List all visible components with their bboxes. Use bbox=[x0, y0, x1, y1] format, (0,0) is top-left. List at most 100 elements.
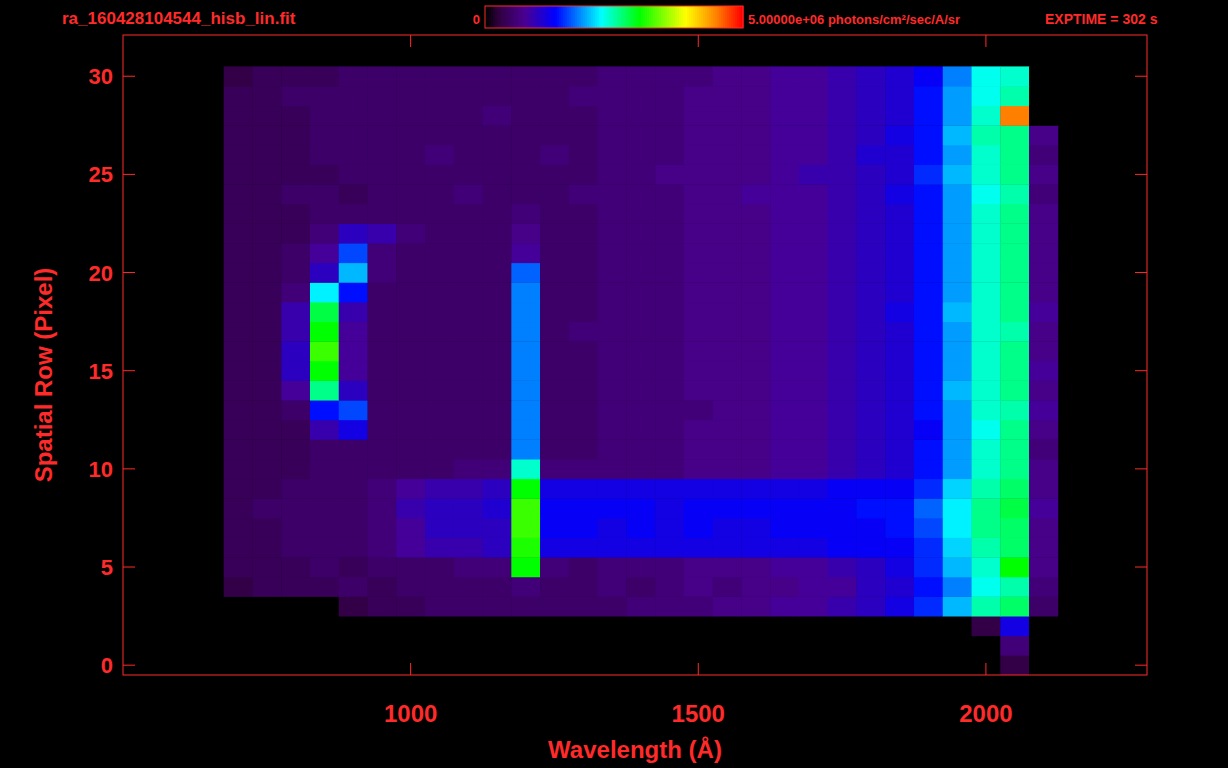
heatmap-cell bbox=[885, 439, 914, 459]
heatmap-cell bbox=[483, 341, 512, 361]
heatmap-cell bbox=[713, 616, 742, 636]
heatmap-cell bbox=[972, 616, 1001, 636]
heatmap-cell bbox=[483, 282, 512, 302]
heatmap-cell bbox=[1000, 145, 1029, 165]
heatmap-cell bbox=[799, 223, 828, 243]
heatmap-cell bbox=[252, 498, 281, 518]
heatmap-cell bbox=[339, 263, 368, 283]
heatmap-cell bbox=[770, 263, 799, 283]
heatmap-cell bbox=[511, 459, 540, 479]
heatmap-cell bbox=[770, 86, 799, 106]
heatmap-cell bbox=[310, 400, 339, 420]
y-tick bbox=[123, 272, 135, 273]
heatmap-cell bbox=[339, 655, 368, 675]
heatmap-cell bbox=[483, 616, 512, 636]
heatmap-cell bbox=[943, 400, 972, 420]
heatmap-cell bbox=[224, 184, 253, 204]
heatmap-cell bbox=[569, 616, 598, 636]
heatmap-cell bbox=[569, 596, 598, 616]
heatmap-cell bbox=[741, 636, 770, 656]
heatmap-cell bbox=[310, 518, 339, 538]
heatmap-cell bbox=[856, 459, 885, 479]
heatmap-cell bbox=[741, 125, 770, 145]
heatmap-cell bbox=[943, 420, 972, 440]
heatmap-cell bbox=[483, 400, 512, 420]
heatmap-cell bbox=[540, 165, 569, 185]
heatmap-cell bbox=[943, 86, 972, 106]
heatmap-cell bbox=[943, 322, 972, 342]
heatmap-cell bbox=[454, 518, 483, 538]
heatmap-cell bbox=[626, 616, 655, 636]
heatmap-cell bbox=[972, 596, 1001, 616]
y-tick bbox=[123, 665, 135, 666]
heatmap-cell bbox=[310, 361, 339, 381]
heatmap-cell bbox=[828, 223, 857, 243]
heatmap-cell bbox=[483, 518, 512, 538]
heatmap-cell bbox=[483, 86, 512, 106]
heatmap-cell bbox=[425, 106, 454, 126]
heatmap-cell bbox=[828, 66, 857, 86]
heatmap-cell bbox=[310, 538, 339, 558]
heatmap-cell bbox=[224, 381, 253, 401]
heatmap-cell bbox=[598, 577, 627, 597]
heatmap-cell bbox=[770, 184, 799, 204]
heatmap-cell bbox=[339, 498, 368, 518]
heatmap-cell bbox=[281, 596, 310, 616]
heatmap-cell bbox=[799, 86, 828, 106]
heatmap-cell bbox=[454, 243, 483, 263]
heatmap-cell bbox=[684, 420, 713, 440]
heatmap-cell bbox=[367, 106, 396, 126]
colorbar bbox=[485, 6, 744, 28]
heatmap-cell bbox=[914, 577, 943, 597]
heatmap-cell bbox=[454, 66, 483, 86]
heatmap-cell bbox=[828, 616, 857, 636]
heatmap-cell bbox=[1029, 655, 1058, 675]
heatmap-cell bbox=[252, 655, 281, 675]
y-tick-label: 20 bbox=[89, 261, 113, 286]
heatmap-cell bbox=[425, 439, 454, 459]
heatmap-cell bbox=[885, 459, 914, 479]
x-tick bbox=[985, 663, 986, 675]
heatmap-cell bbox=[856, 577, 885, 597]
heatmap-cell bbox=[569, 263, 598, 283]
heatmap-cell bbox=[569, 341, 598, 361]
heatmap-cell bbox=[425, 125, 454, 145]
heatmap-cell bbox=[540, 439, 569, 459]
heatmap-cell bbox=[1029, 145, 1058, 165]
heatmap-cell bbox=[943, 439, 972, 459]
heatmap-cell bbox=[1000, 381, 1029, 401]
heatmap-cell bbox=[943, 165, 972, 185]
heatmap-cell bbox=[598, 145, 627, 165]
heatmap-cell bbox=[367, 165, 396, 185]
heatmap-cell bbox=[626, 282, 655, 302]
heatmap-cell bbox=[828, 322, 857, 342]
heatmap-cell bbox=[224, 439, 253, 459]
heatmap-cell bbox=[741, 616, 770, 636]
heatmap-cell bbox=[799, 479, 828, 499]
heatmap-cell bbox=[425, 302, 454, 322]
heatmap-cell bbox=[626, 204, 655, 224]
heatmap-cell bbox=[339, 459, 368, 479]
heatmap-cell bbox=[741, 106, 770, 126]
heatmap-cell bbox=[1000, 400, 1029, 420]
heatmap-cell bbox=[1000, 322, 1029, 342]
y-tick-label: 25 bbox=[89, 162, 113, 187]
heatmap-cell bbox=[252, 282, 281, 302]
heatmap-cell bbox=[1000, 341, 1029, 361]
heatmap-cell bbox=[511, 616, 540, 636]
heatmap-cell bbox=[914, 165, 943, 185]
heatmap-cell bbox=[741, 184, 770, 204]
heatmap-cell bbox=[626, 655, 655, 675]
heatmap-cell bbox=[626, 479, 655, 499]
heatmap-cell bbox=[799, 184, 828, 204]
heatmap-cell bbox=[684, 243, 713, 263]
heatmap-cell bbox=[799, 538, 828, 558]
heatmap-cell bbox=[483, 459, 512, 479]
heatmap-cell bbox=[1000, 459, 1029, 479]
heatmap-cell bbox=[885, 655, 914, 675]
heatmap-cell bbox=[1029, 557, 1058, 577]
heatmap-cell bbox=[1029, 596, 1058, 616]
heatmap-cell bbox=[684, 223, 713, 243]
heatmap-cell bbox=[741, 341, 770, 361]
heatmap-cell bbox=[511, 400, 540, 420]
